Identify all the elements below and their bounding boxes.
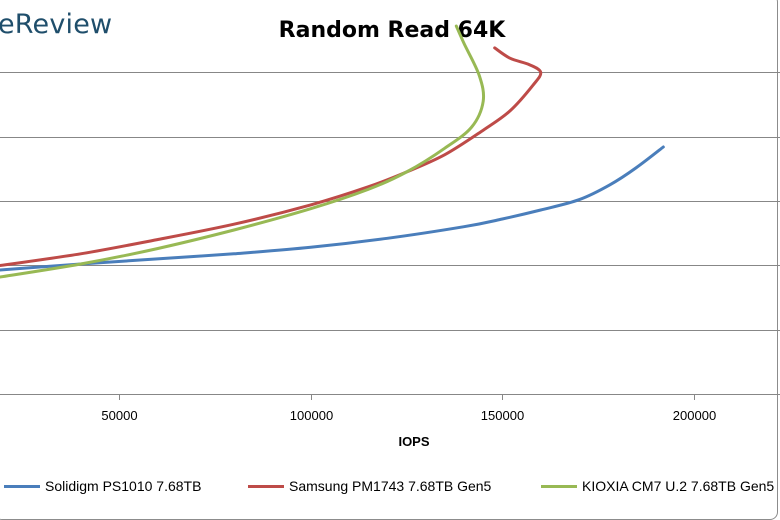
x-tick-label: 150000 xyxy=(481,408,524,423)
legend-swatch xyxy=(541,484,577,488)
legend-swatch xyxy=(248,484,284,488)
x-tick-label: 100000 xyxy=(290,408,333,423)
legend-label: Solidigm PS1010 7.68TB xyxy=(45,478,202,494)
chart-title: Random Read 64K xyxy=(278,18,506,43)
gridlines xyxy=(0,72,780,331)
legend-item: KIOXIA CM7 U.2 7.68TB Gen5 xyxy=(541,478,774,494)
logo-text: eReview xyxy=(0,9,113,40)
series-line-3 xyxy=(0,24,486,279)
series-line-2 xyxy=(0,46,543,268)
legend-label: KIOXIA CM7 U.2 7.68TB Gen5 xyxy=(582,478,775,494)
series-lines xyxy=(0,24,665,279)
legend-item: Samsung PM1743 7.68TB Gen5 xyxy=(248,478,491,494)
x-tick-label: 50000 xyxy=(101,408,137,423)
legend-swatch xyxy=(4,484,40,488)
x-axis-label: IOPS xyxy=(398,434,429,449)
legend-label: Samsung PM1743 7.68TB Gen5 xyxy=(289,478,492,494)
series-line-1 xyxy=(0,145,665,272)
x-tick-label: 200000 xyxy=(673,408,716,423)
legend-item: Solidigm PS1010 7.68TB xyxy=(4,478,201,494)
x-tick-labels: 50000 100000 150000 200000 xyxy=(101,394,716,423)
legend: Solidigm PS1010 7.68TB Samsung PM1743 7.6… xyxy=(0,478,780,502)
